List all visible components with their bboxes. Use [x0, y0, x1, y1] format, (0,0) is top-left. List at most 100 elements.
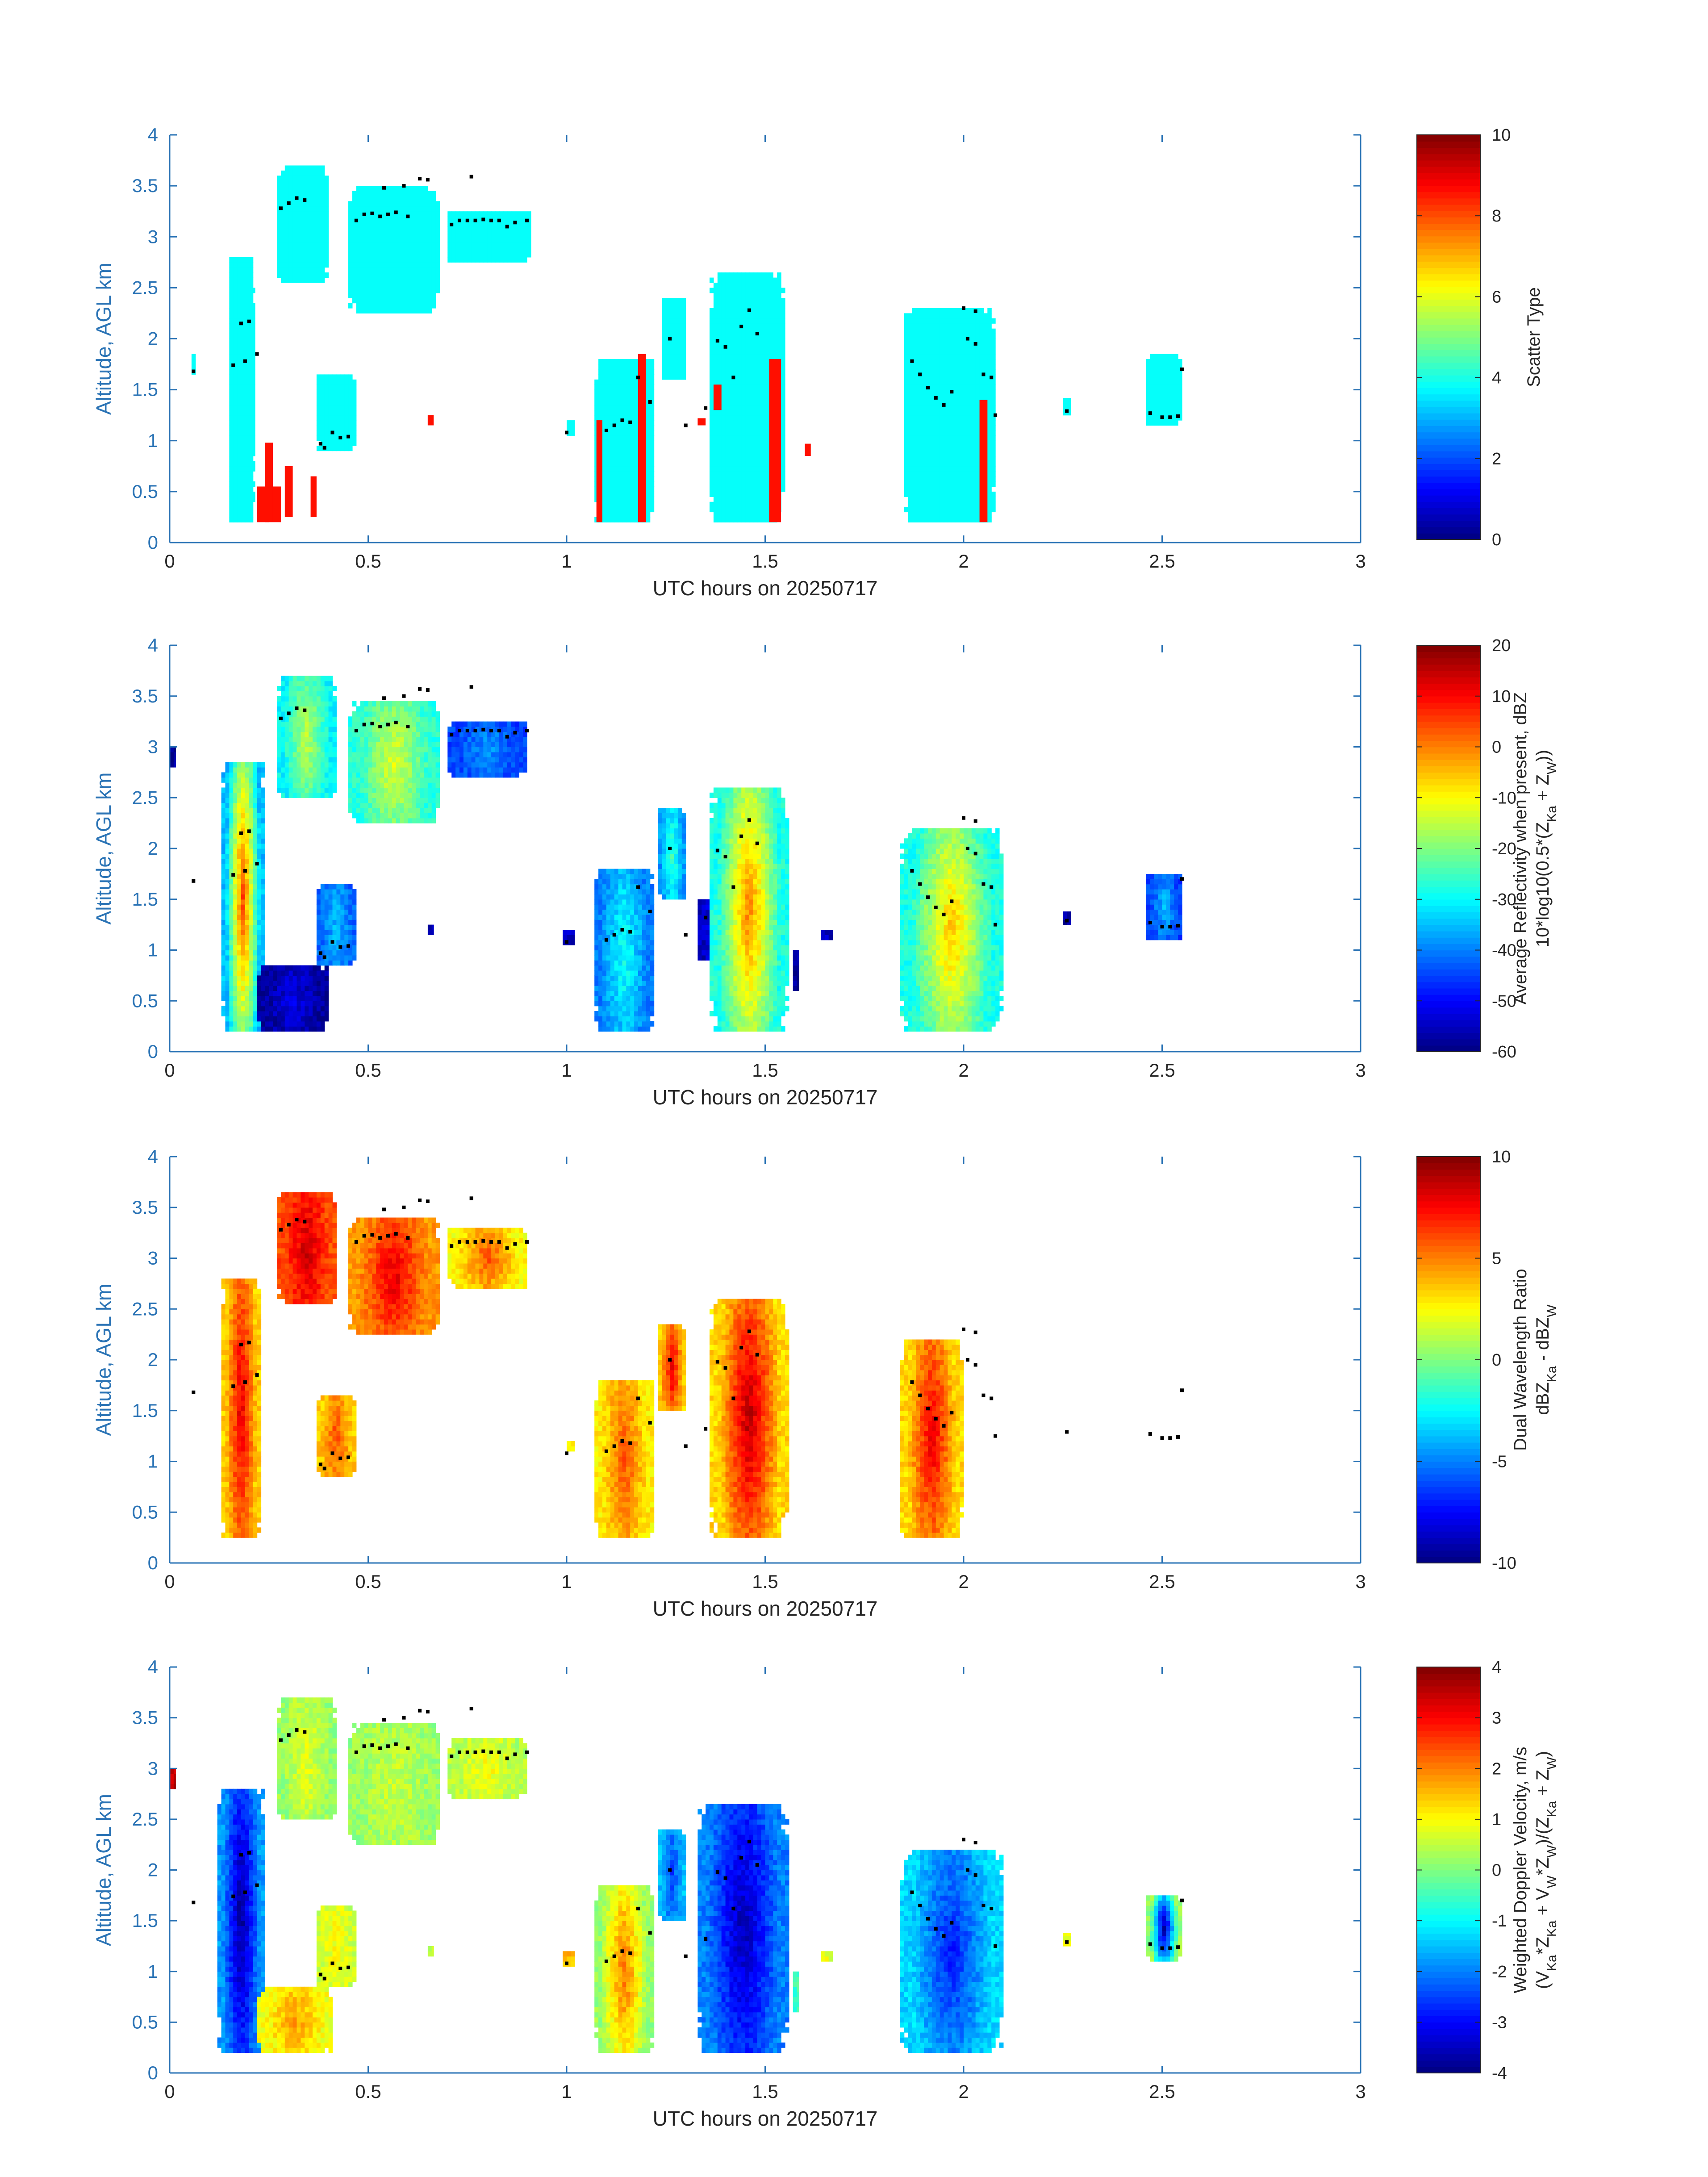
heatmap-cell: [253, 955, 258, 961]
heatmap-cell: [324, 216, 329, 222]
heatmap-cell: [1170, 359, 1174, 365]
heatmap-cell: [324, 379, 329, 385]
marker-point: [981, 372, 986, 376]
heatmap-cell: [280, 231, 285, 237]
heatmap-cell: [455, 211, 460, 217]
heatmap-cell: [713, 466, 718, 472]
heatmap-cell: [650, 364, 655, 370]
heatmap-cell: [372, 283, 376, 288]
heatmap-cell: [713, 354, 718, 359]
heatmap-cell: [352, 400, 357, 405]
heatmap-cell: [975, 425, 980, 431]
heatmap-cell: [717, 512, 722, 518]
heatmap-cell: [920, 379, 924, 385]
heatmap-cell: [507, 237, 512, 242]
heatmap-cell: [622, 430, 626, 436]
heatmap-cell: [931, 313, 936, 319]
heatmap-cell: [280, 175, 285, 181]
heatmap-cell: [301, 267, 305, 273]
heatmap-cell: [987, 512, 992, 518]
heatmap-cell: [408, 277, 412, 283]
heatmap-cell: [781, 308, 785, 313]
heatmap-cell: [610, 476, 615, 482]
heatmap-cell: [257, 914, 262, 920]
heatmap-cell: [324, 435, 329, 441]
heatmap-cell: [944, 440, 948, 446]
heatmap-cell: [677, 308, 682, 313]
heatmap-cell: [309, 201, 313, 207]
heatmap-cell: [991, 374, 996, 380]
heatmap-cell: [225, 1006, 230, 1011]
heatmap-cell: [721, 476, 726, 482]
heatmap-cell: [431, 216, 436, 222]
heatmap-cell: [931, 481, 936, 487]
heatmap-cell: [753, 318, 758, 324]
heatmap-cell: [745, 374, 750, 380]
heatmap-cell: [384, 237, 388, 242]
heatmap-cell: [952, 354, 956, 359]
heatmap-cell: [626, 359, 631, 365]
heatmap-cell: [725, 501, 730, 507]
heatmap-cell: [717, 446, 722, 451]
heatmap-cell: [967, 328, 972, 334]
heatmap-cell: [420, 211, 424, 217]
heatmap-cell: [237, 364, 242, 370]
heatmap-cell: [253, 858, 258, 864]
colorbar-swatch: [1417, 533, 1480, 540]
heatmap-cell: [721, 379, 726, 385]
heatmap-cell: [280, 180, 285, 186]
heatmap-cell: [495, 252, 500, 258]
heatmap-cell: [979, 364, 984, 370]
heatmap-cell: [594, 410, 599, 416]
heatmap-cell: [364, 308, 369, 313]
heatmap-cell: [650, 425, 655, 431]
heatmap-cell: [1154, 364, 1159, 370]
heatmap-cell: [737, 354, 742, 359]
heatmap-cell: [503, 242, 508, 247]
heatmap-cell: [288, 262, 293, 268]
heatmap-cell: [221, 777, 226, 783]
heatmap-cell: [964, 405, 968, 410]
marker-point: [684, 423, 688, 427]
heatmap-cell: [749, 466, 754, 472]
heatmap-cell: [618, 420, 623, 426]
heatmap-cell: [249, 349, 254, 355]
heatmap-cell: [237, 935, 242, 940]
heatmap-cell: [975, 308, 980, 313]
heatmap-cell: [261, 909, 265, 915]
colorbar-swatch: [1417, 172, 1480, 180]
heatmap-cell: [729, 491, 734, 497]
heatmap-cell: [233, 909, 238, 915]
heatmap-cell: [634, 446, 639, 451]
heatmap-cell: [221, 853, 226, 859]
heatmap-cell: [765, 318, 769, 324]
heatmap-cell: [229, 914, 234, 920]
heatmap-cell: [229, 995, 234, 1001]
heatmap-cell: [427, 298, 432, 304]
heatmap-cell: [396, 262, 401, 268]
x-tick-label: 1.5: [752, 551, 778, 572]
heatmap-cell: [940, 343, 944, 349]
heatmap-cell: [630, 420, 635, 426]
heatmap-cell: [416, 191, 420, 196]
heatmap-cell: [721, 395, 726, 400]
heatmap-cell: [221, 787, 226, 793]
heatmap-cell: [912, 451, 916, 456]
heatmap-cell: [987, 400, 992, 405]
heatmap-cell: [380, 206, 384, 212]
heatmap-cell: [237, 802, 242, 808]
heatmap-cell: [416, 196, 420, 201]
heatmap-cell: [952, 440, 956, 446]
heatmap-cell: [757, 359, 762, 365]
heatmap-cell: [277, 267, 281, 273]
heatmap-cell: [948, 507, 952, 513]
heatmap-cell: [499, 252, 504, 258]
heatmap-cell: [463, 242, 468, 247]
heatmap-cell: [340, 440, 345, 446]
heatmap-cell: [408, 226, 412, 232]
heatmap-cell: [229, 889, 234, 894]
heatmap-cell: [912, 369, 916, 375]
heatmap-cell: [384, 303, 388, 309]
heatmap-cell: [284, 247, 289, 253]
heatmap-cell: [261, 873, 265, 879]
